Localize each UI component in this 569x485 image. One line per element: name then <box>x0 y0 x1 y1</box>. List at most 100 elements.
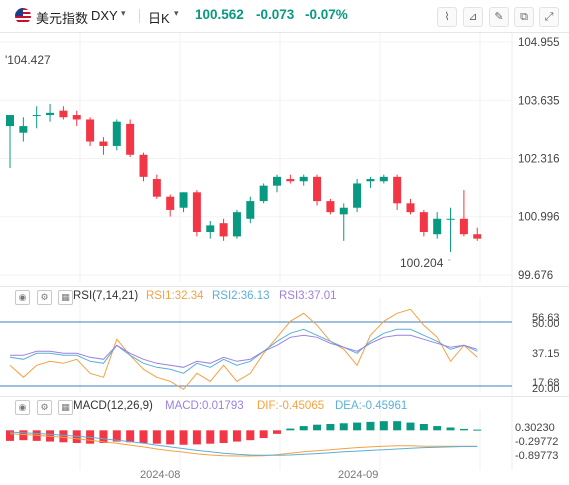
macd-histogram-bar <box>152 430 161 444</box>
macd-histogram-bar <box>419 423 428 431</box>
us-flag-icon <box>15 8 31 24</box>
candle-body <box>366 179 375 182</box>
candle-body <box>339 207 348 215</box>
settings-gear-icon[interactable]: ⚙ <box>37 400 52 415</box>
dea-value: DEA:-0.45961 <box>335 400 408 412</box>
candle-body <box>6 115 14 127</box>
candle-body <box>86 119 95 142</box>
rsi3-value: RSI3:37.01 <box>279 290 337 302</box>
macd-histogram-bar <box>246 430 255 441</box>
rsi2-value: RSI2:36.13 <box>212 290 270 302</box>
candle-body <box>219 223 228 237</box>
macd-histogram-bar <box>19 430 28 441</box>
candle-body <box>152 179 161 197</box>
macd-histogram-bar <box>459 428 468 431</box>
price-tick-label: 102.316 <box>518 153 560 165</box>
macd-histogram-bar <box>339 423 348 431</box>
rsi-axis-label: 17.68 <box>532 377 560 389</box>
macd-histogram-bar <box>219 430 228 443</box>
price-tick-label: 104.955 <box>518 37 560 49</box>
candle-body <box>59 110 68 118</box>
macd-histogram-bar <box>112 430 121 442</box>
macd-histogram-bar <box>326 423 335 431</box>
candle-body <box>433 218 442 235</box>
candle-body <box>46 112 55 116</box>
price-tick-label: 100.996 <box>518 212 560 224</box>
candle-body <box>446 218 455 220</box>
macd-histogram-bar <box>299 426 308 431</box>
macd-histogram-bar <box>179 430 188 445</box>
symbol-code[interactable]: DXY <box>91 8 118 23</box>
macd-histogram-bar <box>206 430 215 444</box>
price-change-percent: -0.07% <box>305 7 348 22</box>
macd-histogram-bar <box>366 421 375 431</box>
candle-body <box>326 201 335 213</box>
rsi-axis-label: 37.15 <box>532 348 560 360</box>
candle-body <box>406 203 415 213</box>
dif-value: DIF:-0.45065 <box>257 400 325 412</box>
indicator-icon[interactable]: ⌇ <box>437 7 457 27</box>
fullscreen-icon[interactable]: ⤢ <box>539 7 559 27</box>
candle-body <box>99 141 108 146</box>
candle-body <box>206 225 215 233</box>
macd-histogram-bar <box>166 430 175 445</box>
period-dropdown-icon[interactable]: ▾ <box>174 8 179 18</box>
candle-body <box>126 123 135 155</box>
macd-histogram-bar <box>393 421 402 431</box>
rsi-series-line <box>10 334 478 368</box>
macd-value: MACD:0.01793 <box>165 400 244 412</box>
candle-body <box>232 212 241 237</box>
macd-histogram-bar <box>433 426 442 431</box>
macd-dif-line <box>9 433 478 457</box>
pen-icon[interactable]: ✎ <box>489 7 509 27</box>
candle-body <box>379 176 388 182</box>
high-annotation: '104.427 <box>5 53 51 67</box>
date-tick-label: 2024-09 <box>338 469 378 481</box>
candle-body <box>419 212 428 233</box>
last-price: 100.562 <box>195 7 244 22</box>
macd-histogram-bar <box>379 421 388 431</box>
candle-body <box>273 176 281 186</box>
macd-histogram-bar <box>273 430 281 434</box>
checkbox-icon[interactable]: ▦ <box>58 400 73 415</box>
candle-body <box>139 154 148 177</box>
macd-histogram-bar <box>353 422 362 431</box>
macd-histogram-bar <box>473 429 482 431</box>
macd-histogram-bar <box>139 430 148 443</box>
visibility-eye-icon[interactable]: ◉ <box>15 400 30 415</box>
period-selector[interactable]: 日K <box>148 11 170 26</box>
low-annotation: 100.204 <box>400 256 444 270</box>
rsi1-value: RSI1:32.34 <box>146 290 204 302</box>
date-tick-label: 2024-08 <box>140 469 180 481</box>
price-change: -0.073 <box>256 7 295 22</box>
macd-histogram-bar <box>6 430 14 441</box>
candle-body <box>353 183 362 208</box>
settings-gear-icon[interactable]: ⚙ <box>37 290 52 305</box>
macd-histogram-bar <box>446 427 455 431</box>
main-pane-border <box>0 286 569 287</box>
candle-body <box>313 176 322 202</box>
price-tick-label: 103.635 <box>518 95 560 107</box>
rsi-series-line <box>9 308 478 391</box>
symbol-name[interactable]: 美元指数 <box>36 11 89 26</box>
macd-histogram-bar <box>99 430 108 443</box>
macd-histogram-bar <box>126 430 135 443</box>
rsi-axis-label: 56.63 <box>532 312 560 324</box>
header-bottom-border <box>0 32 569 33</box>
candle-body <box>299 176 308 182</box>
macd-name: MACD(12,26,9) <box>73 400 153 412</box>
macd-histogram-bar <box>259 430 268 439</box>
macd-histogram-bar <box>192 430 201 445</box>
macd-histogram-bar <box>406 422 415 431</box>
visibility-eye-icon[interactable]: ◉ <box>15 290 30 305</box>
symbol-dropdown-icon[interactable]: ▾ <box>121 8 126 18</box>
candle-body <box>166 196 175 210</box>
candle-body <box>19 126 28 133</box>
rsi-series-line <box>9 328 478 374</box>
candle-body <box>192 192 201 233</box>
candle-body <box>459 218 468 235</box>
draw-icon[interactable]: ⊿ <box>463 7 483 27</box>
overlay-icon[interactable]: ⧉ <box>514 7 534 27</box>
checkbox-icon[interactable]: ▦ <box>58 290 73 305</box>
